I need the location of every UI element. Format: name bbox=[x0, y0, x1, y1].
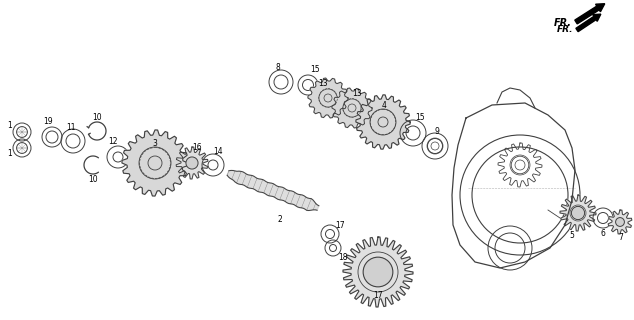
Polygon shape bbox=[608, 210, 632, 234]
Text: 13: 13 bbox=[353, 89, 362, 98]
Text: 1: 1 bbox=[8, 121, 13, 130]
Polygon shape bbox=[176, 147, 208, 179]
FancyArrow shape bbox=[575, 4, 605, 24]
Circle shape bbox=[363, 257, 393, 287]
Polygon shape bbox=[356, 95, 410, 149]
Text: FR.: FR. bbox=[557, 26, 573, 35]
Text: 5: 5 bbox=[569, 230, 574, 239]
Text: 14: 14 bbox=[213, 148, 223, 156]
Text: 13: 13 bbox=[318, 78, 328, 87]
Text: 10: 10 bbox=[92, 113, 102, 122]
Text: 1: 1 bbox=[8, 148, 13, 157]
Text: 2: 2 bbox=[278, 215, 282, 225]
Text: 7: 7 bbox=[619, 233, 623, 242]
Text: FR.: FR. bbox=[554, 18, 572, 28]
Text: 4: 4 bbox=[382, 101, 387, 110]
Text: 8: 8 bbox=[276, 62, 280, 71]
FancyArrow shape bbox=[576, 14, 601, 32]
Text: 3: 3 bbox=[153, 139, 157, 148]
Text: 17: 17 bbox=[373, 291, 383, 300]
Polygon shape bbox=[227, 171, 319, 211]
Polygon shape bbox=[343, 237, 413, 307]
Text: 17: 17 bbox=[335, 220, 345, 229]
Polygon shape bbox=[308, 78, 348, 118]
Text: 9: 9 bbox=[434, 126, 439, 135]
Circle shape bbox=[186, 157, 198, 169]
Text: 12: 12 bbox=[108, 138, 118, 147]
Text: 15: 15 bbox=[310, 66, 320, 75]
Circle shape bbox=[616, 218, 624, 227]
Text: 10: 10 bbox=[88, 175, 98, 185]
Polygon shape bbox=[560, 195, 596, 231]
Text: 6: 6 bbox=[600, 228, 605, 237]
Text: 11: 11 bbox=[66, 123, 75, 132]
Text: 19: 19 bbox=[43, 117, 53, 126]
Circle shape bbox=[571, 206, 585, 220]
Polygon shape bbox=[122, 130, 188, 196]
Text: 15: 15 bbox=[415, 114, 425, 123]
Text: 16: 16 bbox=[192, 143, 202, 153]
Text: 18: 18 bbox=[339, 253, 348, 262]
Polygon shape bbox=[332, 88, 372, 128]
